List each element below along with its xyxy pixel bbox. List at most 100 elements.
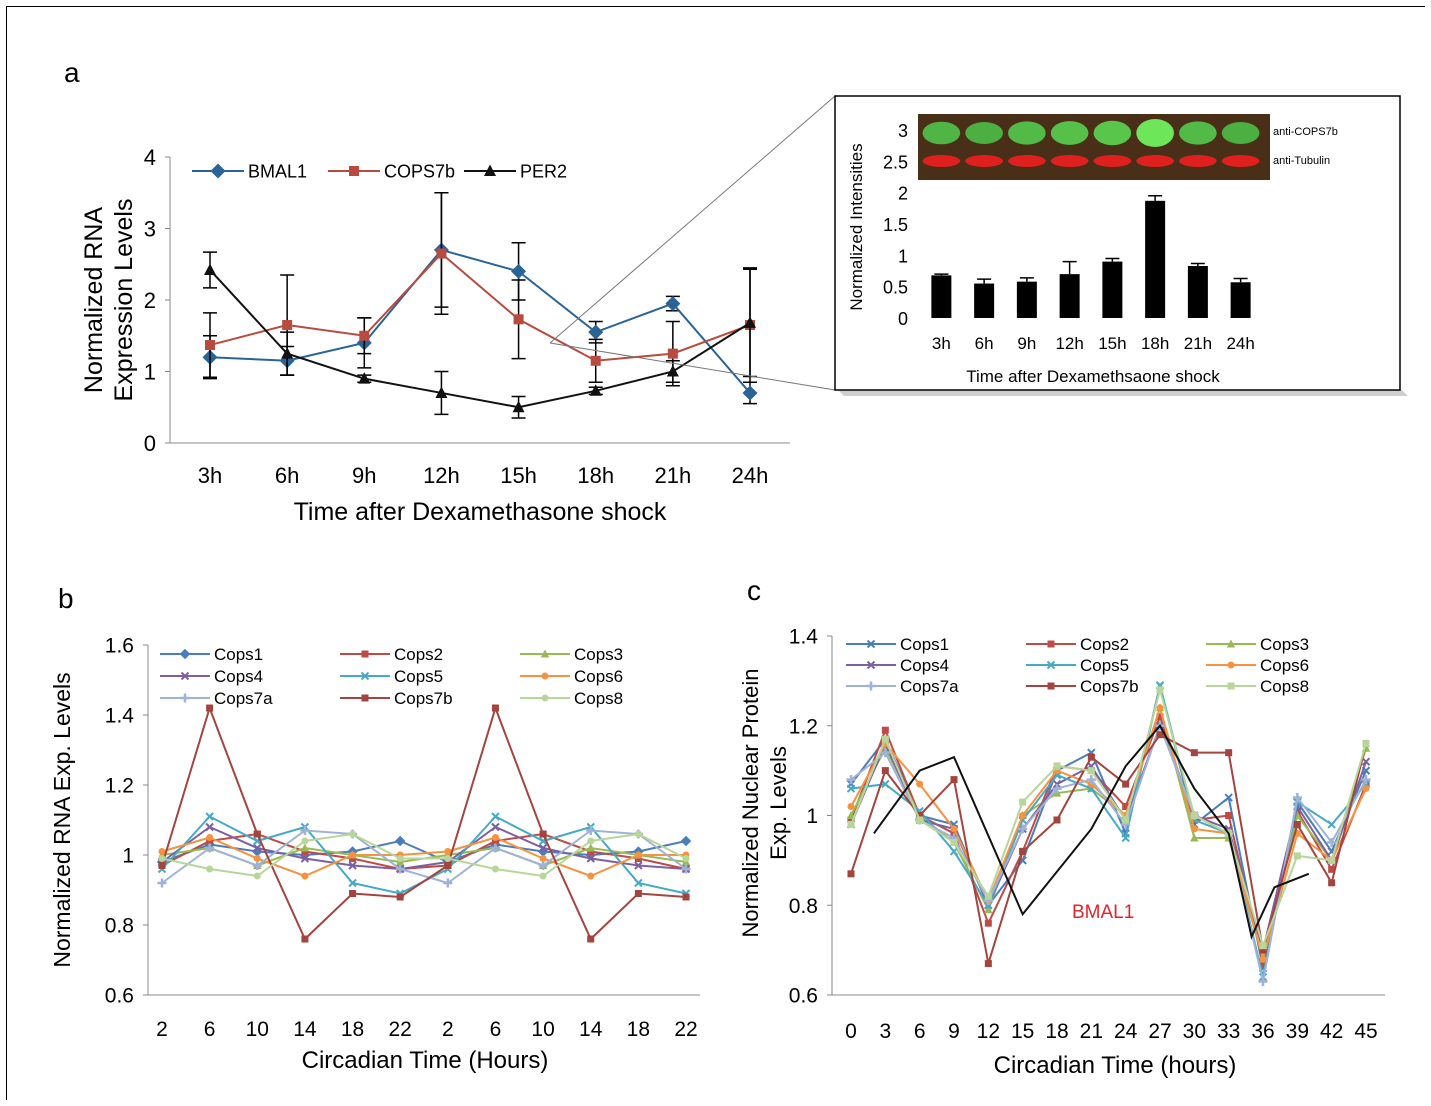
chart-a-x-tick-label: 24h (732, 463, 769, 488)
legend-marker-cops8 (541, 694, 549, 702)
point-cops2 (847, 816, 855, 824)
inset-x-tick-label: 9h (1017, 334, 1036, 353)
inset-y-tick-label: 0.5 (883, 278, 908, 298)
line-cops7b (161, 704, 687, 941)
line-cops7b (209, 252, 751, 362)
point-cops7b (253, 830, 261, 838)
inset-error-bar (934, 273, 949, 276)
legend-marker-cops7a (866, 681, 876, 691)
legend-label-cops5: Cops5 (1080, 656, 1129, 675)
blot-label-tubulin: anti-Tubulin (1273, 155, 1330, 167)
chart-b-x-tick-label: 22 (674, 1018, 697, 1041)
point-cops6 (301, 872, 309, 880)
line-cops4 (850, 722, 1367, 955)
legend-label-cops5: Cops5 (394, 667, 443, 686)
point-bmal1 (588, 324, 604, 340)
inset-x-tick-label: 18h (1141, 334, 1169, 353)
point-cops8 (950, 838, 958, 846)
legend-label-cops1: Cops1 (214, 645, 263, 664)
point-cops6 (1362, 785, 1370, 793)
line-cops5 (850, 685, 1367, 978)
point-cops7a (1018, 824, 1028, 834)
inset-x-tick-label: 3h (932, 334, 951, 353)
point-cops7b (444, 862, 452, 869)
chart-b-x-tick-label: 6 (490, 1018, 502, 1041)
point-cops8 (444, 855, 452, 862)
figure-frame (6, 6, 1425, 1100)
legend-marker-cops7b (349, 166, 359, 176)
chart-b-xlabel: Circadian Time (Hours) (302, 1047, 549, 1074)
chart-a-legend: BMAL1 COPS7b PER2 (192, 161, 567, 181)
point-cops8 (1293, 852, 1301, 860)
point-cops7a (681, 864, 691, 874)
blot-band-tubulin (1093, 155, 1132, 167)
point-cops5 (846, 784, 856, 793)
point-cops4 (538, 843, 548, 853)
point-cops7b (667, 348, 678, 359)
series-cops7b (158, 704, 690, 943)
point-cops8 (634, 830, 642, 838)
inset-y-tick-label: 3 (898, 121, 908, 141)
point-cops5 (348, 878, 357, 888)
chart-c-y-tick-label: 1.4 (789, 626, 819, 649)
legend-marker-cops6 (1227, 661, 1235, 669)
inset-ylabel: Normalized Intensities (847, 143, 866, 310)
chart-a-ylabel-line1: Normalized RNA (80, 207, 108, 393)
legend-label-cops2: Cops2 (1080, 635, 1129, 654)
point-cops3 (1190, 833, 1199, 842)
point-cops7b (1087, 753, 1095, 761)
point-cops8 (301, 837, 309, 845)
chart-c-x-tick-label: 21 (1080, 1020, 1103, 1043)
chart-c-x-tick-label: 42 (1320, 1020, 1343, 1043)
point-cops7b (881, 767, 889, 775)
point-cops6 (253, 855, 261, 862)
point-cops8 (847, 820, 855, 828)
point-cops6 (1259, 955, 1267, 963)
point-cops7a (490, 843, 501, 853)
point-cops2 (1328, 865, 1336, 873)
point-cops2 (1156, 713, 1164, 721)
point-cops7b (1328, 879, 1336, 887)
point-cops7a (846, 775, 856, 785)
point-cops6 (444, 848, 452, 855)
chart-c-x-tick-label: 33 (1217, 1020, 1240, 1043)
inset-error-bar (1062, 260, 1077, 275)
inset-error-bar (1019, 277, 1034, 282)
chart-c-x-tick-label: 15 (1011, 1020, 1034, 1043)
point-bmal1 (665, 296, 681, 312)
chart-b-x-tick-label: 18 (627, 1018, 650, 1041)
legend-label-cops2: Cops2 (394, 645, 443, 664)
point-cops7b (1053, 816, 1061, 824)
legend-label-cops7b: Cops7b (1080, 677, 1139, 696)
line-cops1 (161, 839, 687, 864)
chart-a-inset: Normalized Intensities Time after Dexame… (847, 114, 1338, 386)
line-cops6 (161, 836, 686, 878)
point-cops7b (950, 776, 958, 784)
inset-error-bar (1148, 195, 1163, 201)
chart-a-x-tick-label: 21h (654, 463, 691, 488)
point-cops7b (1156, 731, 1164, 739)
point-cops7a (1327, 837, 1337, 847)
chart-c-x-tick-label: 12 (977, 1020, 1000, 1043)
point-cops5 (205, 812, 214, 821)
blot-band-tubulin (1221, 155, 1260, 167)
line-cops6 (850, 704, 1367, 963)
legend-label-cops6: Cops6 (1260, 656, 1309, 675)
inset-y-tick-label: 2 (898, 184, 908, 204)
point-cops7a (300, 825, 310, 836)
point-cops7b (301, 935, 309, 943)
chart-b: Normalized RNA Exp. Levels Circadian Tim… (49, 635, 700, 1074)
legend-label-cops3: Cops3 (574, 645, 623, 664)
series-cops8 (158, 830, 690, 880)
point-cops8 (491, 865, 499, 873)
legend-marker-cops7b (1047, 682, 1055, 690)
chart-b-y-tick-label: 1.2 (105, 775, 134, 798)
point-cops8 (158, 855, 166, 862)
point-cops7a (443, 878, 453, 888)
panel-label-c: c (747, 575, 761, 606)
inset-bar (1059, 274, 1080, 318)
chart-c-x-tick-label: 3 (879, 1020, 891, 1043)
point-cops7b (847, 870, 855, 878)
point-cops1 (394, 835, 406, 847)
chart-c-x-tick-label: 39 (1286, 1020, 1309, 1043)
